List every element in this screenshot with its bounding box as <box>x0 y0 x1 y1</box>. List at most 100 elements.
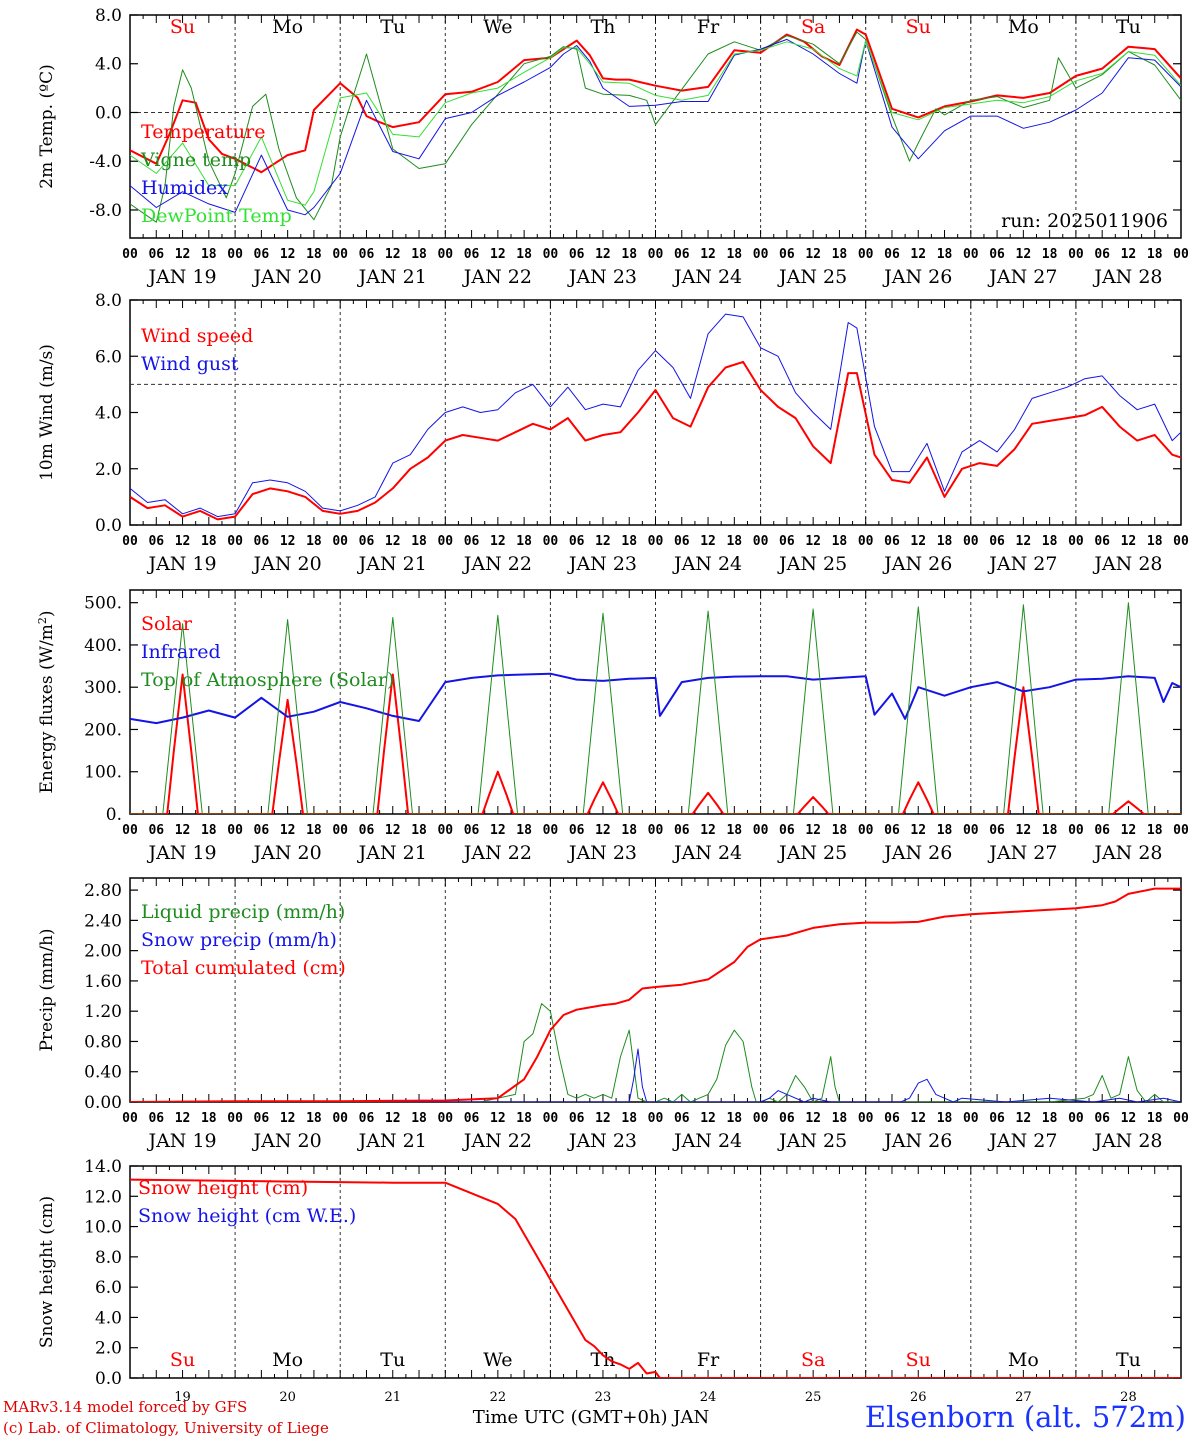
weekday-label: Fr <box>697 1349 720 1371</box>
hour-label: 12 <box>910 823 926 838</box>
hour-label: 00 <box>227 823 243 838</box>
y-tick-label: 400. <box>84 636 122 656</box>
hour-label: 00 <box>963 247 979 262</box>
hour-label: 00 <box>858 1111 874 1126</box>
hour-label: 00 <box>1173 534 1189 549</box>
hour-label: 18 <box>516 247 532 262</box>
y-tick-label: 6.0 <box>95 347 122 367</box>
hour-label: 12 <box>910 534 926 549</box>
day-label: JAN 19 <box>146 266 216 288</box>
hour-label: 06 <box>148 247 164 262</box>
hour-label: 18 <box>411 534 427 549</box>
hour-label: 06 <box>989 1111 1005 1126</box>
day-label: JAN 26 <box>882 553 952 575</box>
y-tick-label: 2.40 <box>84 911 122 931</box>
hour-label: 06 <box>1094 823 1110 838</box>
hour-label: 06 <box>254 534 270 549</box>
hour-label: 18 <box>201 247 217 262</box>
series-snow-height-cm <box>130 1178 1181 1378</box>
weekday-label: Tu <box>380 1349 405 1371</box>
hour-label: 18 <box>1147 247 1163 262</box>
hour-label: 06 <box>779 534 795 549</box>
hour-label: 12 <box>280 1111 296 1126</box>
hour-label: 18 <box>1042 534 1058 549</box>
hour-label: 18 <box>411 247 427 262</box>
hour-label: 00 <box>1173 823 1189 838</box>
hour-label: 18 <box>1042 1111 1058 1126</box>
y-tick-label: 0.40 <box>84 1063 122 1083</box>
hour-label: 12 <box>595 534 611 549</box>
hour-label: 18 <box>726 247 742 262</box>
day-number: 22 <box>490 1390 507 1405</box>
hour-label: 18 <box>1147 1111 1163 1126</box>
hour-label: 12 <box>1121 1111 1137 1126</box>
hour-label: 00 <box>332 1111 348 1126</box>
weekday-label: We <box>483 16 512 38</box>
legend-entry: Humidex <box>141 177 228 199</box>
x-axis-title: Time UTC (GMT+0h) JAN <box>473 1407 710 1428</box>
day-label: JAN 21 <box>357 842 427 864</box>
weekday-label: Mo <box>272 16 303 38</box>
legend-entry: Top of Atmosphere (Solar) <box>141 669 394 691</box>
hour-label: 18 <box>726 823 742 838</box>
hour-label: 06 <box>569 247 585 262</box>
hour-label: 00 <box>122 823 138 838</box>
hour-label: 06 <box>148 823 164 838</box>
y-tick-label: 8.0 <box>95 6 122 26</box>
hour-label: 06 <box>464 823 480 838</box>
hour-label: 06 <box>674 247 690 262</box>
hour-label: 12 <box>595 1111 611 1126</box>
hour-label: 00 <box>543 823 559 838</box>
weekday-label: Mo <box>1008 16 1039 38</box>
y-tick-label: -8.0 <box>89 201 122 221</box>
hour-label: 00 <box>227 247 243 262</box>
hour-label: 00 <box>753 534 769 549</box>
day-label: JAN 28 <box>1092 842 1162 864</box>
day-label: JAN 20 <box>252 553 322 575</box>
y-tick-label: 500. <box>84 594 122 614</box>
hour-label: 00 <box>1068 534 1084 549</box>
weekday-label: Su <box>906 16 931 38</box>
weekday-label: Th <box>590 16 615 38</box>
hour-label: 06 <box>464 247 480 262</box>
hour-label: 12 <box>1121 247 1137 262</box>
hour-label: 18 <box>411 823 427 838</box>
day-label: JAN 26 <box>882 842 952 864</box>
hour-label: 06 <box>359 823 375 838</box>
day-label: JAN 19 <box>146 842 216 864</box>
hour-label: 12 <box>805 1111 821 1126</box>
hour-label: 00 <box>858 247 874 262</box>
hour-label: 00 <box>543 1111 559 1126</box>
y-tick-label: 8.0 <box>95 1248 122 1268</box>
weekday-label: Tu <box>1116 16 1141 38</box>
y-tick-label: 0.0 <box>95 103 122 123</box>
day-label: JAN 20 <box>252 1130 322 1152</box>
day-label: JAN 24 <box>672 266 742 288</box>
hour-label: 12 <box>175 534 191 549</box>
hour-label: 00 <box>227 1111 243 1126</box>
y-tick-label: 300. <box>84 678 122 698</box>
y-tick-label: 1.60 <box>84 972 122 992</box>
hour-label: 06 <box>254 823 270 838</box>
hour-label: 12 <box>385 534 401 549</box>
day-label: JAN 26 <box>882 1130 952 1152</box>
day-label: JAN 23 <box>567 553 637 575</box>
y-tick-label: 10.0 <box>84 1218 122 1238</box>
hour-label: 18 <box>516 1111 532 1126</box>
hour-label: 06 <box>779 1111 795 1126</box>
hour-label: 12 <box>385 823 401 838</box>
legend-entry: Liquid precip (mm/h) <box>141 901 345 923</box>
hour-label: 12 <box>175 1111 191 1126</box>
hour-label: 06 <box>464 534 480 549</box>
y-tick-label: 6.0 <box>95 1278 122 1298</box>
series-dewpoint-temp <box>130 40 1181 206</box>
hour-label: 00 <box>648 534 664 549</box>
hour-label: 00 <box>1068 1111 1084 1126</box>
hour-label: 18 <box>201 534 217 549</box>
hour-label: 06 <box>359 1111 375 1126</box>
hour-label: 06 <box>254 247 270 262</box>
hour-label: 12 <box>490 534 506 549</box>
hour-label: 18 <box>832 1111 848 1126</box>
series-infrared <box>130 672 1181 725</box>
